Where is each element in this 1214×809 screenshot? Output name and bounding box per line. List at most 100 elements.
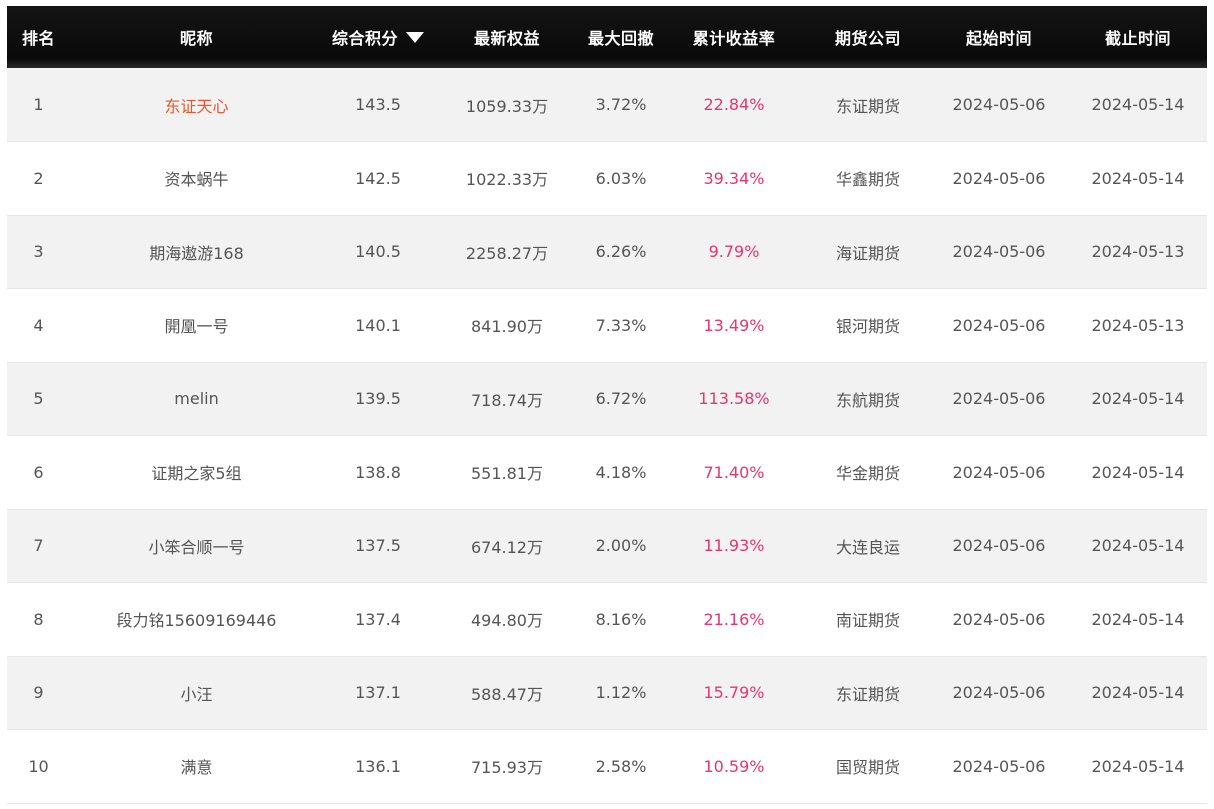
cell-drawdown: 2.58% bbox=[595, 756, 647, 776]
cell-score: 142.5 bbox=[355, 168, 401, 188]
table-row: 2 资本蜗牛 142.5 1022.33万 6.03% 39.34% 华鑫期货 … bbox=[7, 141, 1207, 215]
header-rank: 排名 bbox=[21, 29, 55, 48]
cell-start: 2024-05-06 bbox=[952, 242, 1046, 262]
cell-company: 海证期货 bbox=[835, 243, 900, 263]
cell-return: 15.79% bbox=[703, 683, 765, 703]
table-body: 1 东证天心 143.5 1059.33万 3.72% 22.84% 东证期货 … bbox=[7, 68, 1207, 803]
cell-drawdown: 8.16% bbox=[595, 609, 647, 629]
cell-nickname: 小汪 bbox=[180, 684, 213, 704]
cell-score: 137.1 bbox=[355, 683, 401, 703]
cell-drawdown: 1.12% bbox=[595, 683, 647, 703]
cell-end: 2024-05-14 bbox=[1091, 95, 1185, 114]
cell-end: 2024-05-14 bbox=[1091, 536, 1185, 556]
cell-equity: 2258.27万 bbox=[465, 243, 549, 263]
table-row: 9 小汪 137.1 588.47万 1.12% 15.79% 东证期货 202… bbox=[7, 656, 1207, 730]
header-start: 起始时间 bbox=[965, 29, 1032, 48]
cell-score: 137.4 bbox=[355, 609, 401, 629]
cell-drawdown: 6.03% bbox=[595, 168, 647, 188]
cell-start: 2024-05-06 bbox=[952, 462, 1046, 482]
cell-nickname: 证期之家5组 bbox=[151, 464, 242, 484]
header-company: 期货公司 bbox=[834, 29, 901, 48]
cell-drawdown: 4.18% bbox=[595, 462, 647, 482]
cell-nickname: 段力铭15609169446 bbox=[116, 611, 277, 631]
cell-company: 东航期货 bbox=[835, 390, 900, 410]
header-row: 排名 昵称 综合积分 最新权益 最大回撤 累计收益率 期货公司 起始时间 截止时… bbox=[7, 6, 1207, 68]
cell-score: 139.5 bbox=[355, 389, 401, 409]
cell-score: 136.1 bbox=[355, 756, 401, 776]
cell-nickname: 期海遨游168 bbox=[149, 243, 244, 263]
cell-end: 2024-05-14 bbox=[1091, 756, 1185, 776]
cell-end: 2024-05-13 bbox=[1091, 315, 1185, 335]
cell-equity: 588.47万 bbox=[471, 684, 543, 704]
cell-drawdown: 7.33% bbox=[595, 315, 647, 335]
cell-equity: 551.81万 bbox=[471, 464, 543, 484]
cell-nickname: 资本蜗牛 bbox=[164, 170, 229, 190]
cell-start: 2024-05-06 bbox=[952, 95, 1046, 114]
cell-company: 华金期货 bbox=[835, 464, 900, 484]
cell-nickname: 開凰一号 bbox=[164, 317, 229, 337]
cell-drawdown: 2.00% bbox=[595, 536, 647, 556]
cell-score: 140.5 bbox=[355, 242, 401, 262]
header-nickname: 昵称 bbox=[179, 29, 213, 48]
cell-start: 2024-05-06 bbox=[952, 168, 1046, 188]
cell-return: 113.58% bbox=[698, 389, 770, 409]
cell-nickname: 满意 bbox=[180, 758, 213, 778]
ranking-table: 排名 昵称 综合积分 最新权益 最大回撤 累计收益率 期货公司 起始时间 截止时… bbox=[7, 6, 1207, 804]
cell-equity: 674.12万 bbox=[471, 537, 543, 557]
cell-company: 华鑫期货 bbox=[835, 170, 900, 190]
cell-return: 21.16% bbox=[703, 609, 765, 629]
cell-return: 9.79% bbox=[708, 242, 760, 262]
cell-equity: 715.93万 bbox=[471, 758, 543, 778]
cell-company: 东证期货 bbox=[835, 684, 900, 704]
cell-company: 东证期货 bbox=[835, 96, 900, 116]
table-row: 8 段力铭15609169446 137.4 494.80万 8.16% 21.… bbox=[7, 582, 1207, 656]
cell-start: 2024-05-06 bbox=[952, 389, 1046, 409]
cell-drawdown: 3.72% bbox=[595, 95, 647, 114]
cell-start: 2024-05-06 bbox=[952, 756, 1046, 776]
cell-return: 10.59% bbox=[703, 756, 765, 776]
cell-nickname: 东证天心 bbox=[164, 96, 229, 116]
cell-equity: 841.90万 bbox=[471, 317, 543, 337]
header-end: 截止时间 bbox=[1104, 29, 1171, 48]
table-row: 6 证期之家5组 138.8 551.81万 4.18% 71.40% 华金期货… bbox=[7, 435, 1207, 509]
triangle-down-icon[interactable] bbox=[406, 32, 424, 43]
cell-company: 国贸期货 bbox=[835, 758, 900, 778]
table-row: 5 melin 139.5 718.74万 6.72% 113.58% 东航期货… bbox=[7, 362, 1207, 436]
header-score-label: 综合积分 bbox=[331, 29, 398, 48]
cell-score: 143.5 bbox=[355, 95, 401, 114]
table-row: 4 開凰一号 140.1 841.90万 7.33% 13.49% 银河期货 2… bbox=[7, 288, 1207, 362]
cell-drawdown: 6.26% bbox=[595, 242, 647, 262]
cell-rank: 10 bbox=[28, 756, 49, 776]
cell-equity: 1059.33万 bbox=[465, 96, 549, 116]
cell-score: 137.5 bbox=[355, 536, 401, 556]
cell-start: 2024-05-06 bbox=[952, 609, 1046, 629]
cell-company: 南证期货 bbox=[835, 611, 900, 631]
cell-rank: 2 bbox=[33, 168, 44, 188]
header-score[interactable]: 综合积分 bbox=[323, 6, 433, 68]
cell-rank: 9 bbox=[33, 683, 44, 703]
cell-company: 大连良运 bbox=[835, 537, 900, 557]
cell-equity: 1022.33万 bbox=[465, 170, 549, 190]
ranking-board: 排名 昵称 综合积分 最新权益 最大回撤 累计收益率 期货公司 起始时间 截止时… bbox=[7, 6, 1207, 804]
cell-nickname: melin bbox=[174, 389, 219, 409]
table-header: 排名 昵称 综合积分 最新权益 最大回撤 累计收益率 期货公司 起始时间 截止时… bbox=[7, 6, 1207, 68]
cell-rank: 1 bbox=[33, 95, 44, 114]
cell-end: 2024-05-14 bbox=[1091, 168, 1185, 188]
table-row: 3 期海遨游168 140.5 2258.27万 6.26% 9.79% 海证期… bbox=[7, 215, 1207, 289]
cell-rank: 6 bbox=[33, 462, 44, 482]
cell-end: 2024-05-14 bbox=[1091, 683, 1185, 703]
cell-nickname: 小笨合顺一号 bbox=[148, 537, 245, 557]
cell-equity: 718.74万 bbox=[471, 390, 543, 410]
cell-start: 2024-05-06 bbox=[952, 536, 1046, 556]
cell-rank: 5 bbox=[33, 389, 44, 409]
header-return: 累计收益率 bbox=[692, 29, 776, 48]
cell-drawdown: 6.72% bbox=[595, 389, 647, 409]
table-row: 7 小笨合顺一号 137.5 674.12万 2.00% 11.93% 大连良运… bbox=[7, 509, 1207, 583]
cell-start: 2024-05-06 bbox=[952, 683, 1046, 703]
cell-return: 11.93% bbox=[703, 536, 765, 556]
cell-equity: 494.80万 bbox=[471, 611, 543, 631]
cell-company: 银河期货 bbox=[835, 317, 900, 337]
cell-end: 2024-05-14 bbox=[1091, 389, 1185, 409]
cell-rank: 7 bbox=[33, 536, 44, 556]
cell-end: 2024-05-14 bbox=[1091, 462, 1185, 482]
